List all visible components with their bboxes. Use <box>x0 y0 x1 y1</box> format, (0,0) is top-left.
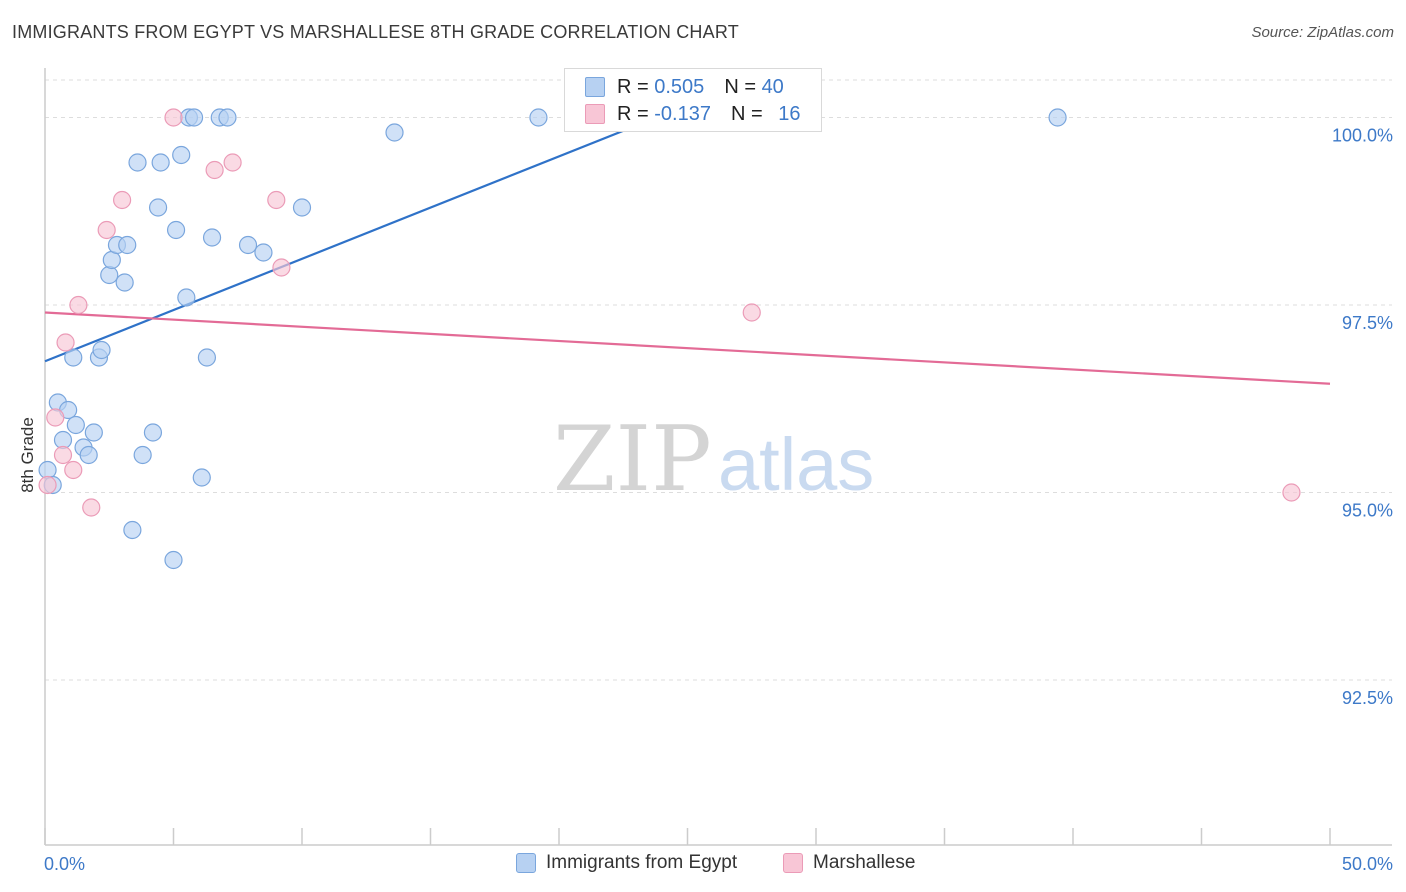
data-point-marshallese <box>267 190 286 210</box>
data-point-egypt <box>123 520 142 540</box>
data-point-marshallese <box>53 445 73 465</box>
y-tick-label: 92.5% <box>1342 688 1393 708</box>
data-point-egypt <box>385 123 404 142</box>
data-point-egypt <box>84 423 103 442</box>
data-point-egypt <box>254 243 273 262</box>
bottom-legend-label-egypt: Immigrants from Egypt <box>546 852 738 873</box>
data-point-egypt <box>128 153 147 172</box>
watermark-atlas: atlas <box>718 423 874 506</box>
data-point-marshallese <box>56 333 75 352</box>
bottom-legend-swatch-egypt <box>516 853 536 873</box>
data-point-marshallese <box>69 295 88 315</box>
legend-n-value: 16 <box>778 102 801 125</box>
data-point-egypt <box>66 415 85 435</box>
legend-n-label: N = <box>730 102 769 125</box>
watermark-zip: ZIP <box>553 407 712 512</box>
data-point-marshallese <box>742 303 761 322</box>
y-tick-label: 95.0% <box>1342 501 1393 521</box>
data-point-marshallese <box>223 153 242 172</box>
source-label: Source: ZipAtlas.com <box>1251 24 1394 41</box>
data-point-egypt <box>164 550 183 570</box>
legend-swatch-marshallese <box>585 104 605 124</box>
trend-line-marshallese <box>44 311 1331 385</box>
watermark: ZIP atlas <box>553 407 874 512</box>
legend-n-label: N = <box>724 75 762 98</box>
bottom-legend-swatch-marshallese <box>783 853 803 873</box>
data-point-marshallese <box>112 190 132 210</box>
bottom-legend-marshallese: Marshallese <box>783 852 915 874</box>
y-tick-label: 97.5% <box>1342 313 1393 333</box>
legend-r-label: R = <box>617 102 655 125</box>
data-point-egypt <box>118 235 137 255</box>
bottom-legend-label-marshallese: Marshallese <box>813 852 916 873</box>
data-point-egypt <box>238 235 258 255</box>
data-point-egypt <box>292 198 312 217</box>
trend-lines <box>44 116 1331 385</box>
data-point-marshallese <box>46 408 65 427</box>
legend-r-value: -0.137 <box>654 102 711 125</box>
data-point-egypt <box>218 108 237 127</box>
legend-swatch-egypt <box>585 77 605 97</box>
data-point-marshallese <box>38 475 57 495</box>
bottom-legend-egypt: Immigrants from Egypt <box>516 852 737 874</box>
data-point-marshallese <box>97 220 116 240</box>
gridlines <box>45 79 1392 681</box>
data-point-egypt <box>177 288 196 307</box>
data-point-egypt <box>1048 108 1067 127</box>
data-point-egypt <box>143 423 163 442</box>
axes <box>44 68 1392 846</box>
data-point-marshallese <box>1282 483 1301 502</box>
data-point-egypt <box>79 445 98 465</box>
data-point-egypt <box>197 348 217 367</box>
y-axis-label: 8th Grade <box>18 417 37 493</box>
legend-row-egypt: R = 0.505 N = 40 <box>585 74 784 100</box>
data-point-marshallese <box>64 460 83 480</box>
legend-r-value: 0.505 <box>654 75 705 98</box>
axis-labels: 92.5% 95.0% 97.5% 100.0% 0.0% 50.0% <box>44 126 1393 875</box>
legend-r-label: R = <box>617 75 655 98</box>
x-tick-label-max: 50.0% <box>1342 854 1393 874</box>
data-point-egypt <box>529 108 548 127</box>
data-point-egypt <box>166 220 186 240</box>
legend-row-marshallese: R = -0.137 N = 16 <box>585 101 800 127</box>
data-point-egypt <box>202 228 222 247</box>
legend-n-value: 40 <box>761 75 784 98</box>
data-points <box>38 108 1301 570</box>
data-point-egypt <box>151 153 170 172</box>
data-point-egypt <box>148 198 168 217</box>
data-point-egypt <box>100 265 119 285</box>
data-point-egypt <box>115 273 134 292</box>
y-tick-label: 100.0% <box>1332 126 1393 146</box>
data-point-marshallese <box>205 160 224 180</box>
data-point-marshallese <box>272 258 291 277</box>
data-point-marshallese <box>82 498 101 517</box>
trend-line-egypt <box>44 116 658 363</box>
x-tick-label-min: 0.0% <box>44 854 85 874</box>
data-point-egypt <box>172 145 191 165</box>
data-point-marshallese <box>164 108 183 127</box>
correlation-legend: R = 0.505 N = 40 R = -0.137 N = 16 <box>564 68 822 132</box>
data-point-egypt <box>92 340 111 360</box>
data-point-egypt <box>184 108 204 127</box>
data-point-egypt <box>133 445 152 465</box>
data-point-egypt <box>192 468 211 487</box>
chart-title: IMMIGRANTS FROM EGYPT VS MARSHALLESE 8TH… <box>12 22 739 42</box>
data-point-egypt <box>64 348 83 367</box>
